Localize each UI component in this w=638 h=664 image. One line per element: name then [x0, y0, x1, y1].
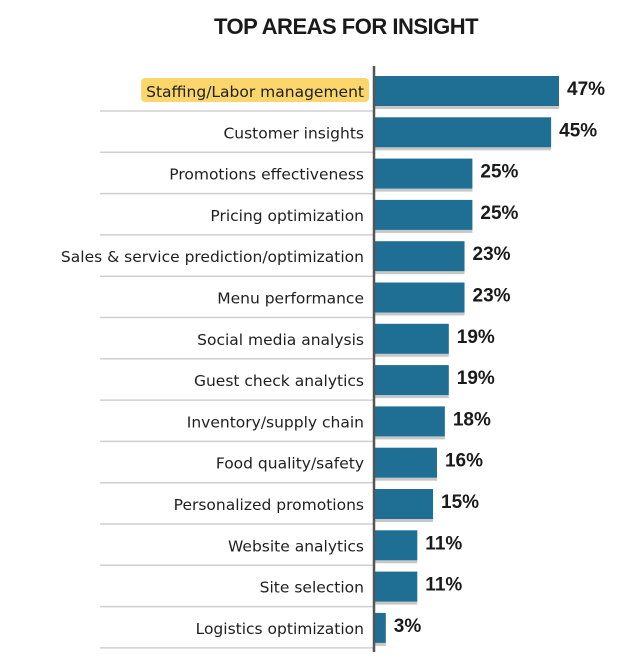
- bar-row: Customer insights 45%: [100, 117, 597, 154]
- bar-row: Logistics optimization 3%: [100, 612, 422, 649]
- bar-row: Personalized promotions 15%: [100, 489, 479, 525]
- category-label: Inventory/supply chain: [187, 413, 364, 431]
- bar-shadow: [374, 519, 434, 522]
- bar-shadow: [374, 312, 465, 316]
- value-label: 11%: [425, 575, 462, 596]
- category-label: Website analytics: [228, 537, 364, 555]
- bar: [374, 76, 559, 106]
- value-label: 11%: [425, 533, 462, 554]
- value-label: 25%: [480, 203, 518, 224]
- value-label: 23%: [473, 286, 511, 307]
- bar: [374, 530, 418, 561]
- bar: [374, 241, 465, 272]
- value-label: 23%: [473, 244, 511, 265]
- category-label: Logistics optimization: [196, 620, 364, 638]
- bar-shadow: [374, 188, 473, 192]
- bar: [374, 406, 445, 437]
- bar-row: Menu performance 23%: [100, 282, 511, 319]
- category-label: Social media analysis: [197, 331, 364, 349]
- bar: [374, 489, 434, 519]
- category-label: Site selection: [260, 579, 364, 597]
- category-label: Pricing optimization: [210, 207, 364, 225]
- bar-row: Sales & service prediction/optimization 2…: [61, 241, 511, 277]
- value-label: 47%: [567, 79, 605, 100]
- bar-shadow: [374, 560, 418, 564]
- value-label: 25%: [480, 162, 518, 183]
- bar-row: Pricing optimization 25%: [100, 199, 519, 236]
- category-label: Promotions effectiveness: [169, 166, 364, 184]
- value-label: 15%: [441, 492, 479, 513]
- category-label: Customer insights: [223, 124, 364, 142]
- bar-row: Food quality/safety 16%: [100, 447, 483, 484]
- bar-row: Website analytics 11%: [100, 530, 462, 567]
- bar: [374, 447, 437, 478]
- value-label: 45%: [559, 120, 597, 141]
- bar: [374, 117, 552, 148]
- category-label: Staffing/Labor management: [146, 83, 364, 101]
- bar: [374, 323, 449, 354]
- chart-title: TOP AREAS FOR INSIGHT: [214, 14, 479, 39]
- bar-row: Staffing/Labor management 47%: [100, 76, 605, 112]
- category-label: Personalized promotions: [174, 496, 364, 514]
- bar-shadow: [374, 147, 552, 151]
- bar-row: Guest check analytics 19%: [100, 365, 495, 401]
- bar-shadow: [374, 395, 449, 399]
- bar-shadow: [374, 271, 465, 275]
- bar-shadow: [374, 353, 449, 357]
- bar: [374, 571, 418, 602]
- value-label: 3%: [394, 616, 422, 637]
- value-label: 18%: [453, 409, 491, 430]
- bar-shadow: [374, 477, 437, 481]
- value-label: 19%: [457, 327, 495, 348]
- bar: [374, 282, 465, 313]
- category-label: Food quality/safety: [216, 455, 364, 473]
- category-label: Guest check analytics: [194, 372, 364, 390]
- bar-row: Site selection 11%: [100, 571, 462, 608]
- bar-row: Promotions effectiveness 25%: [100, 158, 519, 195]
- bar-shadow: [374, 436, 445, 440]
- bar: [374, 365, 449, 396]
- bar-row: Social media analysis 19%: [100, 323, 495, 360]
- bar-shadow: [374, 601, 418, 605]
- category-label: Menu performance: [217, 290, 364, 308]
- bars-layer: Staffing/Labor management 47% Customer ins…: [61, 76, 605, 649]
- category-label: Sales & service prediction/optimization: [61, 248, 364, 266]
- label-highlight: [141, 78, 369, 102]
- bar-row: Inventory/supply chain 18%: [100, 406, 491, 443]
- value-label: 16%: [445, 451, 483, 472]
- bar-shadow: [374, 229, 473, 233]
- bar: [374, 158, 473, 189]
- value-label: 19%: [457, 368, 495, 389]
- bar: [374, 612, 386, 643]
- bar-shadow: [374, 106, 559, 109]
- bar-shadow: [374, 642, 386, 646]
- bar: [374, 199, 473, 230]
